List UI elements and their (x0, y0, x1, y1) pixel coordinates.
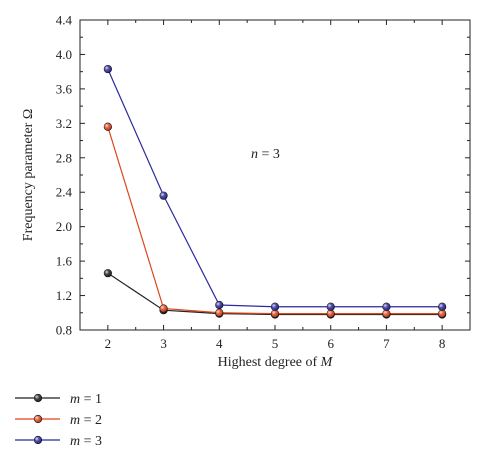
data-point (159, 304, 168, 313)
y-tick-label: 0.8 (56, 323, 72, 338)
legend: m = 1 m = 2 m = 3 (15, 392, 102, 449)
data-point (103, 269, 112, 278)
x-tick-label: 8 (439, 336, 446, 351)
plot-frame (79, 19, 471, 331)
x-axis-title: Highest degree of M (218, 355, 334, 370)
legend-label: m = 2 (70, 413, 102, 428)
x-tick-label: 5 (272, 336, 279, 351)
series-3 (103, 64, 447, 311)
y-tick-label: 2.4 (56, 185, 73, 200)
data-point (438, 309, 447, 318)
data-point (159, 191, 168, 200)
legend-item: m = 2 (15, 413, 102, 428)
legend-marker (33, 393, 43, 403)
y-tick-label: 1.2 (56, 288, 72, 303)
data-point (326, 309, 335, 318)
data-point (382, 302, 391, 311)
data-point (215, 300, 224, 310)
x-tick-label: 4 (216, 336, 223, 351)
data-point (326, 302, 335, 311)
annotation: n = 3 (251, 147, 280, 162)
data-point (103, 122, 112, 131)
data-point (382, 309, 391, 318)
x-tick-label: 3 (160, 336, 167, 351)
x-tick-label: 2 (105, 336, 112, 351)
data-point (215, 308, 224, 317)
legend-label: m = 1 (70, 392, 102, 407)
legend-item: m = 3 (15, 434, 102, 449)
y-tick-label: 4.4 (56, 13, 73, 28)
legend-marker (33, 435, 43, 445)
legend-item: m = 1 (15, 392, 102, 407)
y-tick-label: 3.2 (56, 116, 72, 131)
axis-ticks: 2 3 4 5 6 7 8 0.8 1.2 1.6 2.0 2.4 2.8 3.2 3.6 4.0 4.4 (56, 13, 470, 351)
x-tick-label: 7 (383, 336, 390, 351)
y-tick-label: 2.8 (56, 150, 72, 165)
data-point (270, 309, 280, 318)
series-2 (103, 122, 447, 318)
series-line (107, 68, 443, 308)
data-point (438, 302, 447, 311)
y-axis-title: Frequency parameter Ω (21, 109, 36, 241)
legend-label: m = 3 (70, 434, 102, 449)
legend-marker (33, 414, 43, 424)
y-tick-label: 3.6 (56, 81, 73, 96)
y-tick-label: 4.0 (56, 47, 72, 62)
data-point (270, 302, 280, 311)
y-tick-label: 1.6 (56, 254, 73, 269)
y-tick-label: 2.0 (56, 219, 72, 234)
series-layer (103, 64, 447, 319)
data-point (103, 64, 112, 74)
x-tick-label: 6 (327, 336, 334, 351)
